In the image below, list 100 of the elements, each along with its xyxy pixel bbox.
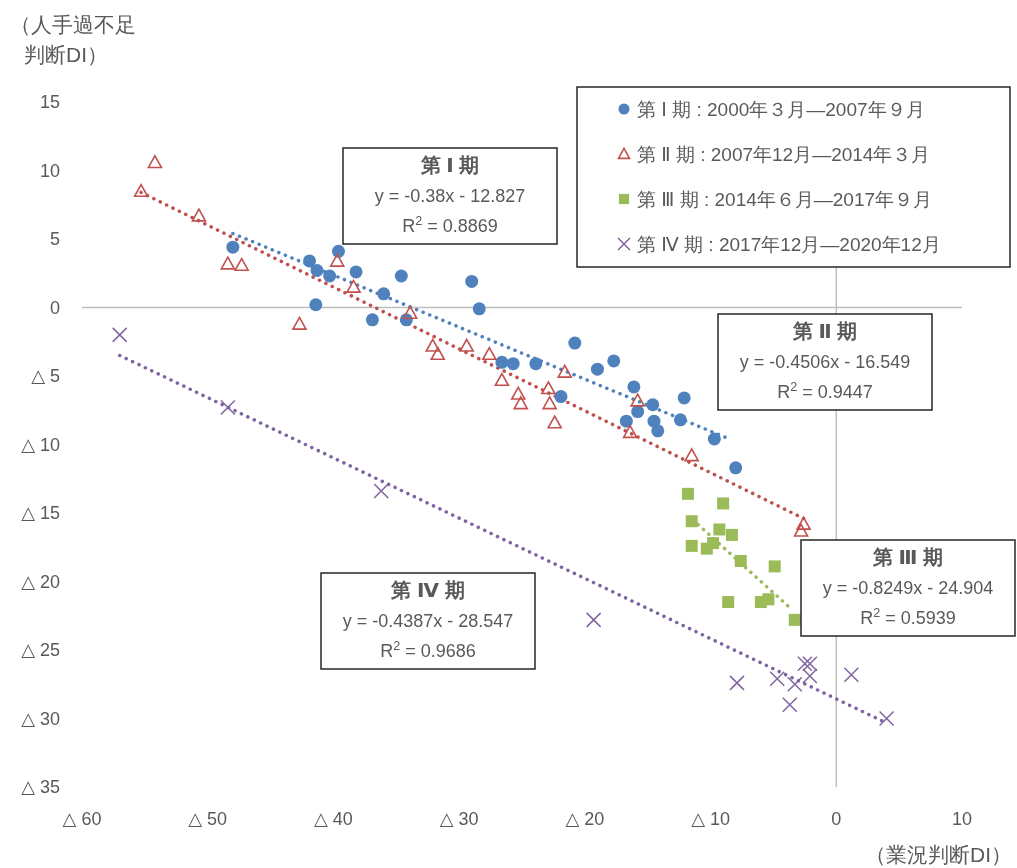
point: [402, 305, 418, 319]
point: [506, 357, 520, 371]
point: [329, 253, 345, 267]
legend-label: 第 Ⅳ 期 : 2017年12月—2020年12月: [637, 234, 941, 255]
point: [707, 537, 720, 550]
point: [459, 338, 474, 352]
y-tick-label: △ 25: [21, 640, 60, 660]
point: [630, 393, 645, 407]
annotation: 第 Ⅲ 期 y = -0.8249x - 24.904 R$^{2}$ = 0.5939: [800, 539, 1016, 637]
point: [554, 390, 568, 404]
point: [557, 364, 573, 378]
x-axis-title: （業況判断DI）: [865, 843, 1012, 866]
point: [878, 710, 895, 727]
point: [734, 554, 747, 567]
point: [331, 244, 345, 258]
point: [646, 398, 660, 412]
point: [472, 302, 486, 316]
annotation: 第 Ⅱ 期 y = -0.4506x - 16.549 R$^{2}$ = 0.9447: [717, 313, 933, 411]
x-tick-label: △ 10: [691, 809, 731, 829]
x-tick-label: △ 40: [313, 809, 353, 829]
point: [793, 523, 809, 537]
point: [651, 424, 665, 438]
point: [495, 355, 509, 369]
y-tick-label: △ 30: [21, 708, 60, 729]
point: [729, 461, 743, 475]
point: [762, 593, 775, 606]
y-tick-label: △ 35: [21, 777, 60, 797]
point: [802, 668, 818, 684]
point: [768, 560, 781, 573]
annotation: 第 Ⅲ 期 y = -0.8249x - 24.904 R$^{2}$ = 0.5939: [822, 546, 994, 628]
y-tick-label: 15: [39, 92, 60, 112]
y-axis-title: （人手過不足判断DI）: [10, 13, 136, 66]
point: [482, 346, 497, 361]
point: [394, 269, 408, 283]
point: [147, 154, 163, 169]
point: [220, 256, 236, 270]
point: [843, 666, 860, 683]
y-tick-label: 5: [49, 229, 60, 249]
x-tick-label: △ 60: [62, 809, 102, 829]
point: [619, 414, 633, 428]
point: [541, 381, 556, 395]
x-tick-label: △ 20: [565, 809, 605, 829]
point: [622, 424, 638, 439]
y-tick-label: 10: [39, 160, 60, 181]
point: [769, 671, 785, 687]
point: [796, 516, 811, 530]
point: [323, 269, 337, 283]
point: [685, 539, 698, 552]
point: [377, 287, 391, 301]
annotation: 第 Ⅰ 期 y = -0.38x - 12.827 R$^{2}$ = 0.8869: [374, 154, 526, 236]
point: [673, 413, 687, 427]
point: [292, 316, 307, 330]
y-tick-label: △ 5: [31, 366, 60, 386]
point: [729, 675, 745, 691]
point: [529, 357, 543, 371]
point: [802, 655, 818, 672]
point: [782, 697, 798, 713]
point: [111, 327, 128, 343]
point: [722, 596, 735, 609]
point: [585, 612, 602, 628]
y-tick-label: △ 20: [21, 571, 60, 592]
point: [191, 208, 207, 222]
point: [365, 313, 379, 327]
point: [346, 279, 361, 293]
point: [685, 515, 698, 528]
point: [590, 362, 604, 376]
point: [510, 386, 526, 400]
point: [684, 448, 700, 462]
x-tick-label: △ 30: [439, 809, 479, 829]
point: [303, 254, 317, 268]
point: [797, 655, 813, 672]
point: [310, 264, 324, 278]
point: [681, 487, 694, 500]
point: [787, 676, 803, 692]
point: [607, 354, 621, 368]
point: [465, 274, 479, 288]
point: [547, 415, 562, 429]
point: [717, 497, 730, 510]
point: [542, 396, 557, 410]
point: [373, 483, 389, 499]
point: [677, 391, 691, 405]
annotation: 第 Ⅳ 期 y = -0.4387x - 28.547 R$^{2}$ = 0.9686: [342, 579, 514, 661]
point: [788, 613, 801, 626]
point: [430, 346, 446, 361]
x-tick-label: 0: [831, 809, 842, 829]
legend-label: 第 Ⅲ 期 : 2014年６月—2017年９月: [637, 189, 933, 210]
x-tick-label: △ 50: [188, 809, 228, 829]
annotation: 第 Ⅰ 期 y = -0.38x - 12.827 R$^{2}$ = 0.8869: [342, 147, 558, 245]
point: [725, 528, 738, 541]
point: [133, 183, 149, 198]
x-tick-label: 10: [951, 809, 973, 829]
point: [425, 338, 441, 352]
point: [309, 298, 323, 312]
point: [220, 399, 236, 416]
legend-label: 第 Ⅱ 期 : 2007年12月—2014年３月: [637, 144, 931, 165]
annotation: 第 Ⅳ 期 y = -0.4387x - 28.547 R$^{2}$ = 0.9686: [320, 572, 536, 670]
annotation: 第 Ⅱ 期 y = -0.4506x - 16.549 R$^{2}$ = 0.9447: [739, 320, 911, 402]
point: [713, 523, 726, 536]
y-tick-label: △ 15: [21, 503, 60, 523]
y-tick-label: △ 10: [21, 434, 60, 455]
